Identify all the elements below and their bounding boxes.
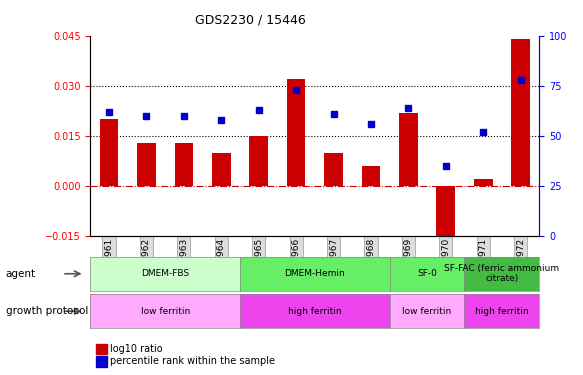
Text: low ferritin: low ferritin	[402, 307, 452, 316]
Bar	[212, 153, 231, 186]
Bar	[137, 142, 156, 186]
Bar	[174, 142, 193, 186]
Text: low ferritin: low ferritin	[141, 307, 190, 316]
Text: high ferritin: high ferritin	[288, 307, 342, 316]
Text: DMEM-Hemin: DMEM-Hemin	[285, 269, 345, 278]
Bar	[361, 166, 380, 186]
Text: agent: agent	[6, 269, 36, 279]
Text: GDS2230 / 15446: GDS2230 / 15446	[195, 13, 306, 26]
Text: high ferritin: high ferritin	[475, 307, 529, 316]
Text: SF-FAC (ferric ammonium
citrate): SF-FAC (ferric ammonium citrate)	[444, 264, 560, 284]
Bar	[324, 153, 343, 186]
Text: percentile rank within the sample: percentile rank within the sample	[110, 357, 275, 366]
Text: DMEM-FBS: DMEM-FBS	[141, 269, 189, 278]
Bar	[399, 112, 417, 186]
Text: log10 ratio: log10 ratio	[110, 344, 163, 354]
Text: growth protocol: growth protocol	[6, 306, 88, 316]
Bar	[287, 79, 305, 186]
Text: SF-0: SF-0	[417, 269, 437, 278]
Bar	[100, 119, 118, 186]
Bar	[511, 39, 530, 186]
Bar	[250, 136, 268, 186]
Bar	[437, 186, 455, 260]
Bar	[474, 179, 493, 186]
